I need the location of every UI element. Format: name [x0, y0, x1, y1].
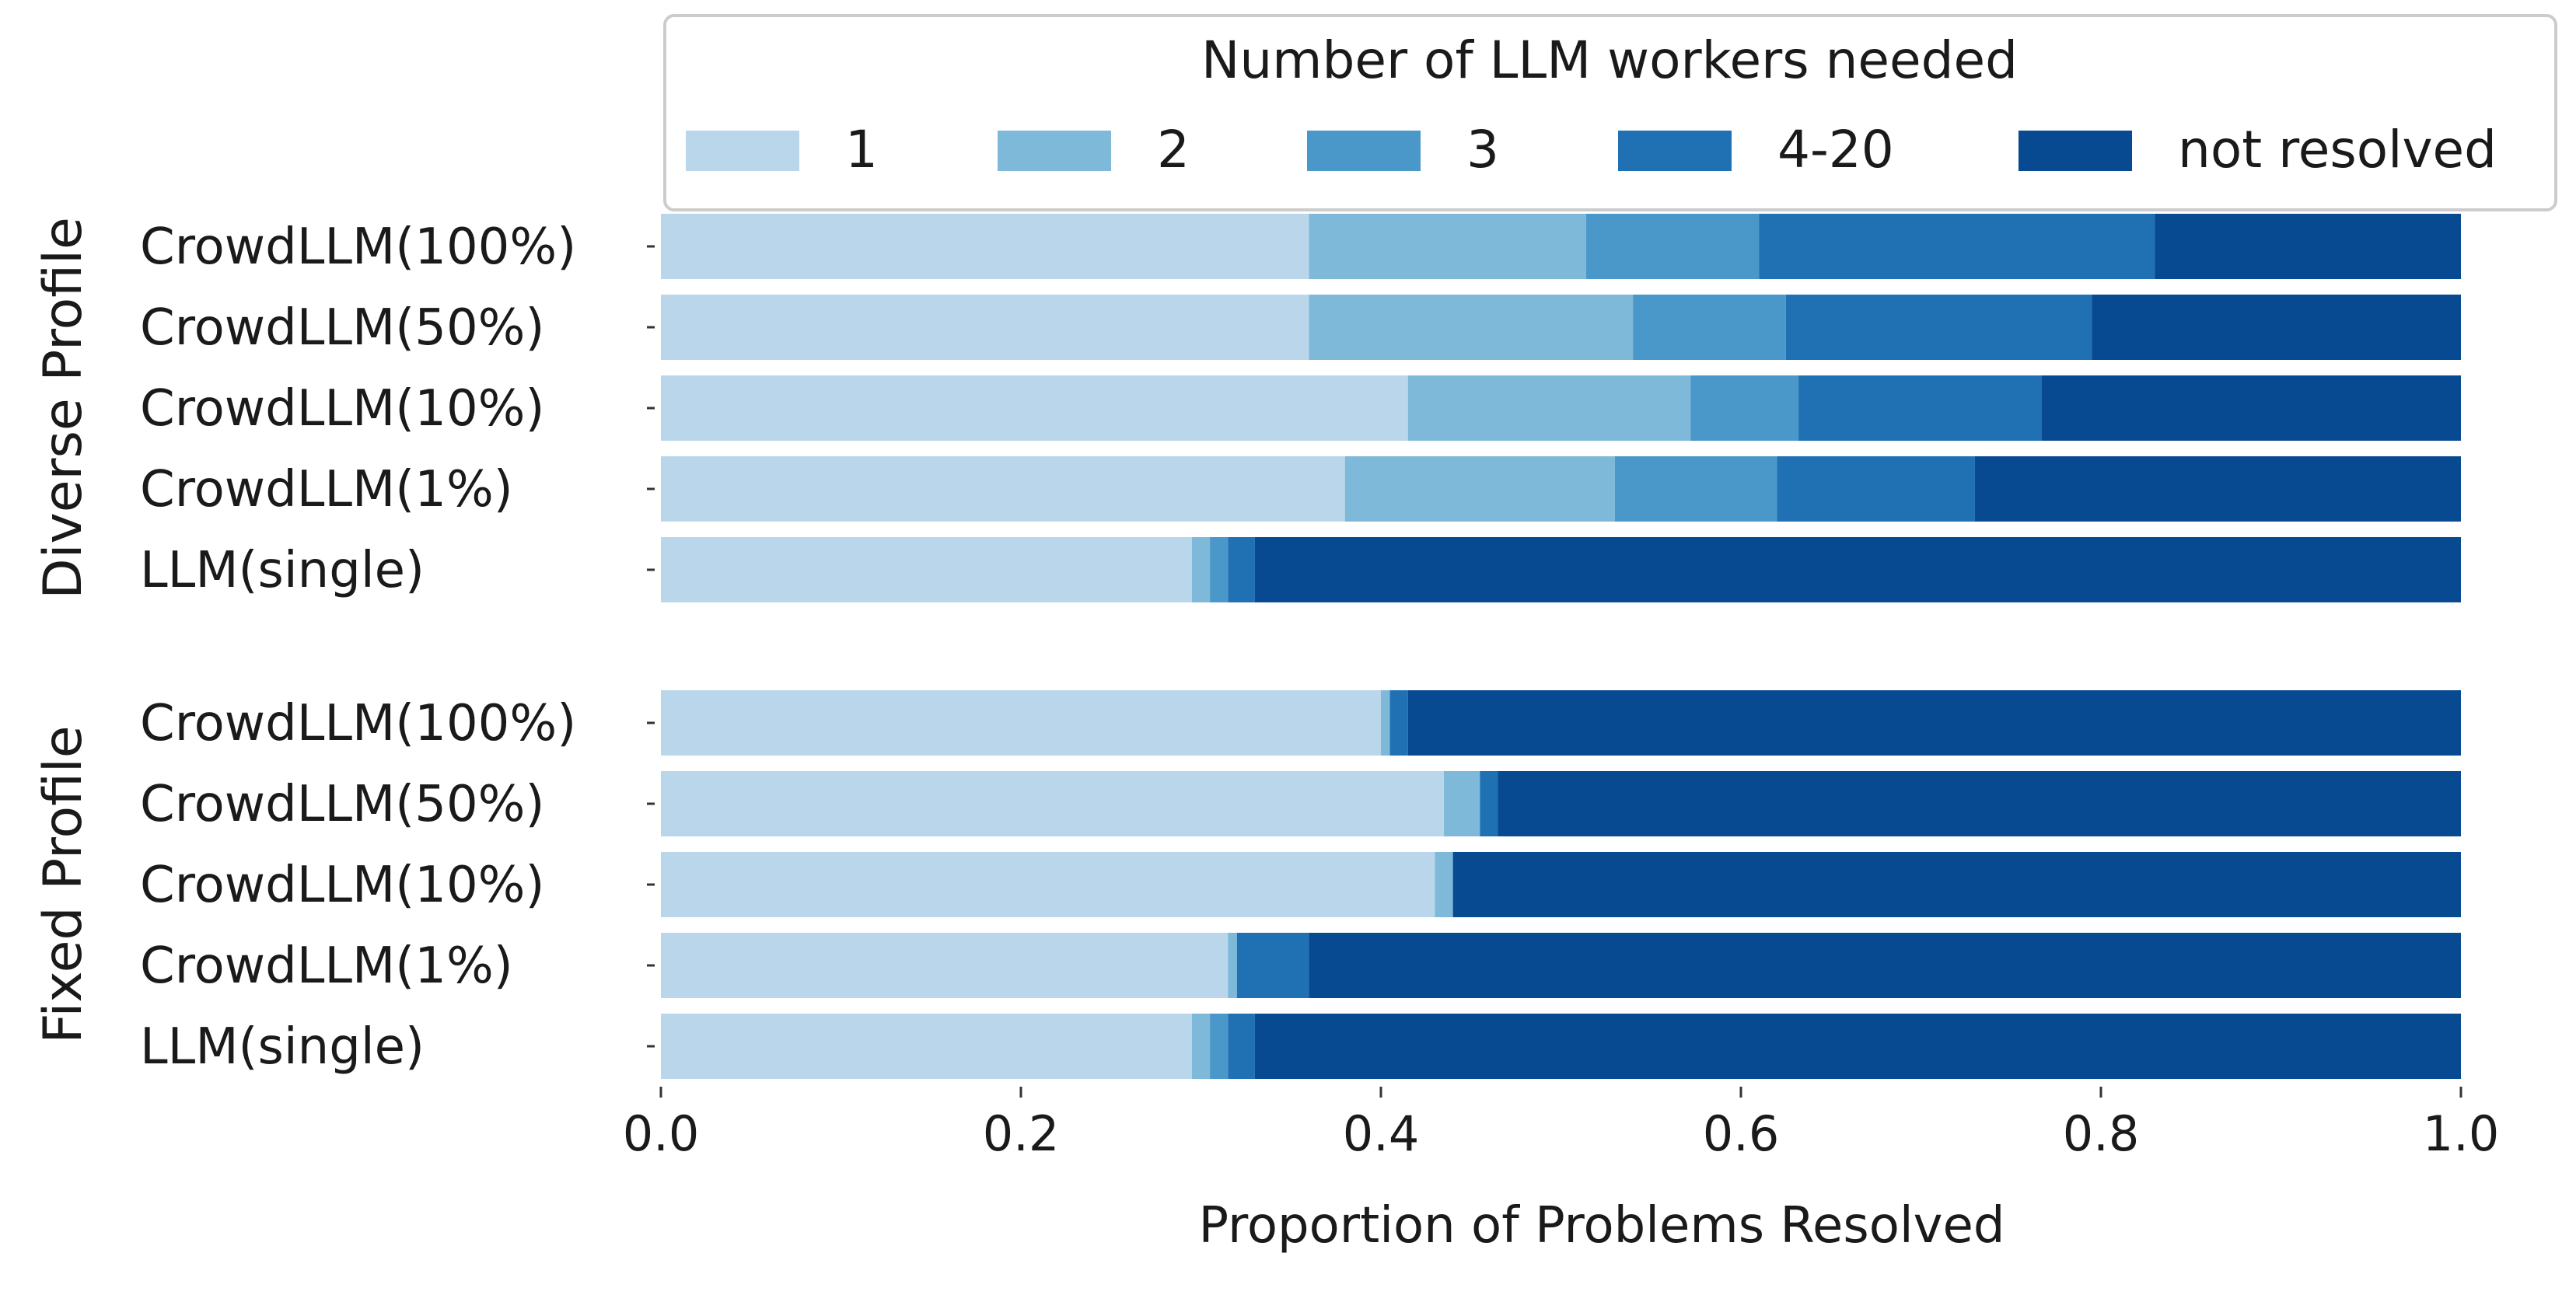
bar-diverse-profile-crowdllm-100-2 [1309, 214, 1586, 279]
bar-diverse-profile-crowdllm-100-3 [1585, 214, 1760, 279]
bar-diverse-profile-crowdllm-100-4-20 [1759, 214, 2155, 279]
bar-fixed-profile-llm-single-3 [1210, 1014, 1229, 1079]
bar-diverse-profile-crowdllm-10-not-resolved [2041, 375, 2461, 441]
bar-fixed-profile-crowdllm-50-2 [1444, 771, 1480, 836]
legend-label-3: 3 [1466, 120, 1499, 180]
category-label-fixed-profile-crowdllm-1: CrowdLLM(1%) [140, 937, 513, 995]
group-labels: Diverse Profile Fixed Profile [33, 217, 94, 1043]
bar-fixed-profile-crowdllm-10-1 [661, 852, 1435, 917]
legend: Number of LLM workers needed 1 2 3 4-20 not … [663, 14, 2557, 211]
category-label-fixed-profile-llm-single: LLM(single) [140, 1018, 425, 1076]
bar-diverse-profile-crowdllm-1-not-resolved [1974, 456, 2461, 522]
legend-swatch-3 [1307, 131, 1421, 171]
category-label-diverse-profile-crowdllm-50: CrowdLLM(50%) [140, 299, 544, 357]
bar-fixed-profile-llm-single-1 [661, 1014, 1192, 1079]
bar-fixed-profile-crowdllm-100-4-20 [1389, 690, 1408, 756]
legend-title: Number of LLM workers needed [1201, 30, 2018, 90]
bar-fixed-profile-crowdllm-50-not-resolved [1498, 771, 2461, 836]
bar-diverse-profile-llm-single-3 [1210, 537, 1229, 602]
category-label-diverse-profile-crowdllm-10: CrowdLLM(10%) [140, 380, 544, 438]
bar-diverse-profile-crowdllm-1-1 [661, 456, 1345, 522]
bar-fixed-profile-llm-single-2 [1191, 1014, 1211, 1079]
legend-label-4-20: 4-20 [1777, 120, 1894, 180]
bar-fixed-profile-crowdllm-1-2 [1228, 933, 1237, 998]
bar-fixed-profile-crowdllm-1-1 [661, 933, 1229, 998]
legend-swatch-2 [998, 131, 1111, 171]
category-labels: CrowdLLM(100%) CrowdLLM(50%) CrowdLLM(10%)… [140, 218, 655, 1076]
bar-diverse-profile-llm-single-1 [661, 537, 1192, 602]
bar-diverse-profile-crowdllm-50-1 [661, 295, 1309, 360]
x-axis: 0.0 0.2 0.4 0.6 0.8 1.0 [623, 1087, 2500, 1162]
bar-diverse-profile-crowdllm-50-2 [1309, 295, 1634, 360]
bar-diverse-profile-crowdllm-10-4-20 [1798, 375, 2042, 441]
legend-label-not-resolved: not resolved [2178, 120, 2497, 180]
category-label-diverse-profile-crowdllm-1: CrowdLLM(1%) [140, 461, 513, 518]
bar-fixed-profile-crowdllm-1-4-20 [1236, 933, 1309, 998]
x-tick-label-0-6: 0.6 [1703, 1105, 1780, 1162]
bar-diverse-profile-crowdllm-10-2 [1407, 375, 1691, 441]
legend-label-1: 1 [845, 120, 878, 180]
bar-diverse-profile-crowdllm-100-not-resolved [2155, 214, 2461, 279]
bar-diverse-profile-crowdllm-50-4-20 [1785, 295, 2092, 360]
category-label-fixed-profile-crowdllm-100: CrowdLLM(100%) [140, 695, 576, 752]
group-label-diverse-profile: Diverse Profile [33, 217, 94, 599]
bar-fixed-profile-llm-single-not-resolved [1254, 1014, 2461, 1079]
bar-fixed-profile-crowdllm-100-2 [1381, 690, 1390, 756]
x-tick-label-1-0: 1.0 [2423, 1105, 2500, 1162]
bar-fixed-profile-crowdllm-100-1 [661, 690, 1381, 756]
category-label-diverse-profile-llm-single: LLM(single) [140, 542, 425, 599]
legend-swatch-not-resolved [2019, 131, 2132, 171]
bar-diverse-profile-crowdllm-1-3 [1614, 456, 1777, 522]
bar-diverse-profile-crowdllm-1-2 [1344, 456, 1615, 522]
category-label-fixed-profile-crowdllm-10: CrowdLLM(10%) [140, 857, 544, 914]
legend-items: 1 2 3 4-20 not resolved [686, 120, 2497, 180]
bar-diverse-profile-crowdllm-50-not-resolved [2092, 295, 2461, 360]
x-tick-label-0-4: 0.4 [1343, 1105, 1420, 1162]
bar-fixed-profile-crowdllm-50-1 [661, 771, 1445, 836]
bars-layer [661, 214, 2461, 1079]
bar-diverse-profile-llm-single-2 [1191, 537, 1211, 602]
legend-label-2: 2 [1157, 120, 1190, 180]
bar-diverse-profile-llm-single-not-resolved [1254, 537, 2461, 602]
bar-fixed-profile-crowdllm-10-2 [1435, 852, 1453, 917]
x-axis-label: Proportion of Problems Resolved [1198, 1197, 2005, 1255]
bar-fixed-profile-crowdllm-100-not-resolved [1407, 690, 2461, 756]
group-label-fixed-profile: Fixed Profile [33, 725, 94, 1043]
legend-swatch-1 [686, 131, 799, 171]
bar-diverse-profile-crowdllm-10-3 [1690, 375, 1799, 441]
category-label-diverse-profile-crowdllm-100: CrowdLLM(100%) [140, 218, 576, 276]
x-tick-label-0-0: 0.0 [623, 1105, 700, 1162]
bar-diverse-profile-llm-single-4-20 [1228, 537, 1255, 602]
bar-diverse-profile-crowdllm-100-1 [661, 214, 1309, 279]
x-tick-label-0-8: 0.8 [2063, 1105, 2140, 1162]
bar-fixed-profile-crowdllm-10-not-resolved [1452, 852, 2461, 917]
bar-diverse-profile-crowdllm-50-3 [1633, 295, 1786, 360]
x-tick-label-0-2: 0.2 [983, 1105, 1060, 1162]
bar-diverse-profile-crowdllm-1-4-20 [1777, 456, 1975, 522]
bar-diverse-profile-crowdllm-10-1 [661, 375, 1408, 441]
category-label-fixed-profile-crowdllm-50: CrowdLLM(50%) [140, 776, 544, 833]
bar-fixed-profile-llm-single-4-20 [1228, 1014, 1255, 1079]
legend-swatch-4-20 [1618, 131, 1732, 171]
bar-fixed-profile-crowdllm-50-4-20 [1480, 771, 1498, 836]
bar-fixed-profile-crowdllm-1-not-resolved [1309, 933, 2461, 998]
